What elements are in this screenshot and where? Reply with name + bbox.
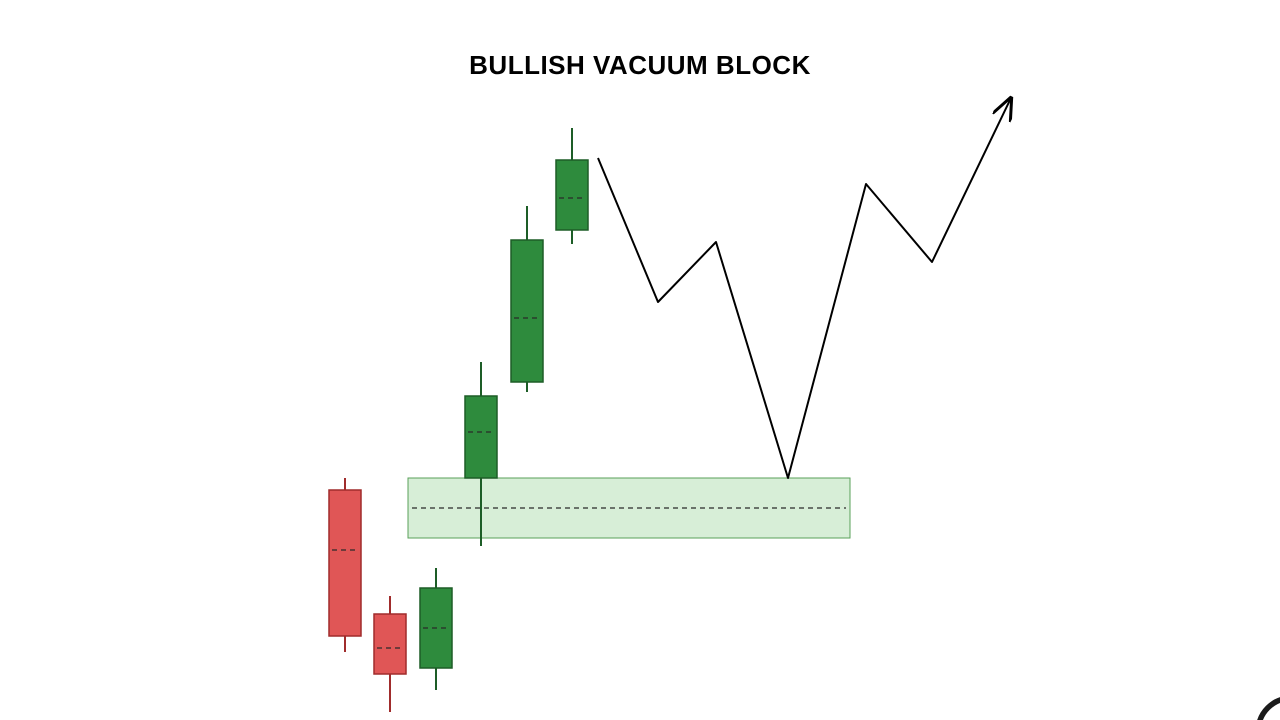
bear-candle-1 [374,596,406,712]
price-projection-path [598,100,1010,478]
chart-svg [0,0,1280,720]
bull-candle-2 [420,568,452,690]
bull-candle-5 [556,128,588,244]
diagram-canvas: BULLISH VACUUM BLOCK [0,0,1280,720]
bull-candle-4 [511,206,543,392]
bear-candle-0 [329,478,361,652]
